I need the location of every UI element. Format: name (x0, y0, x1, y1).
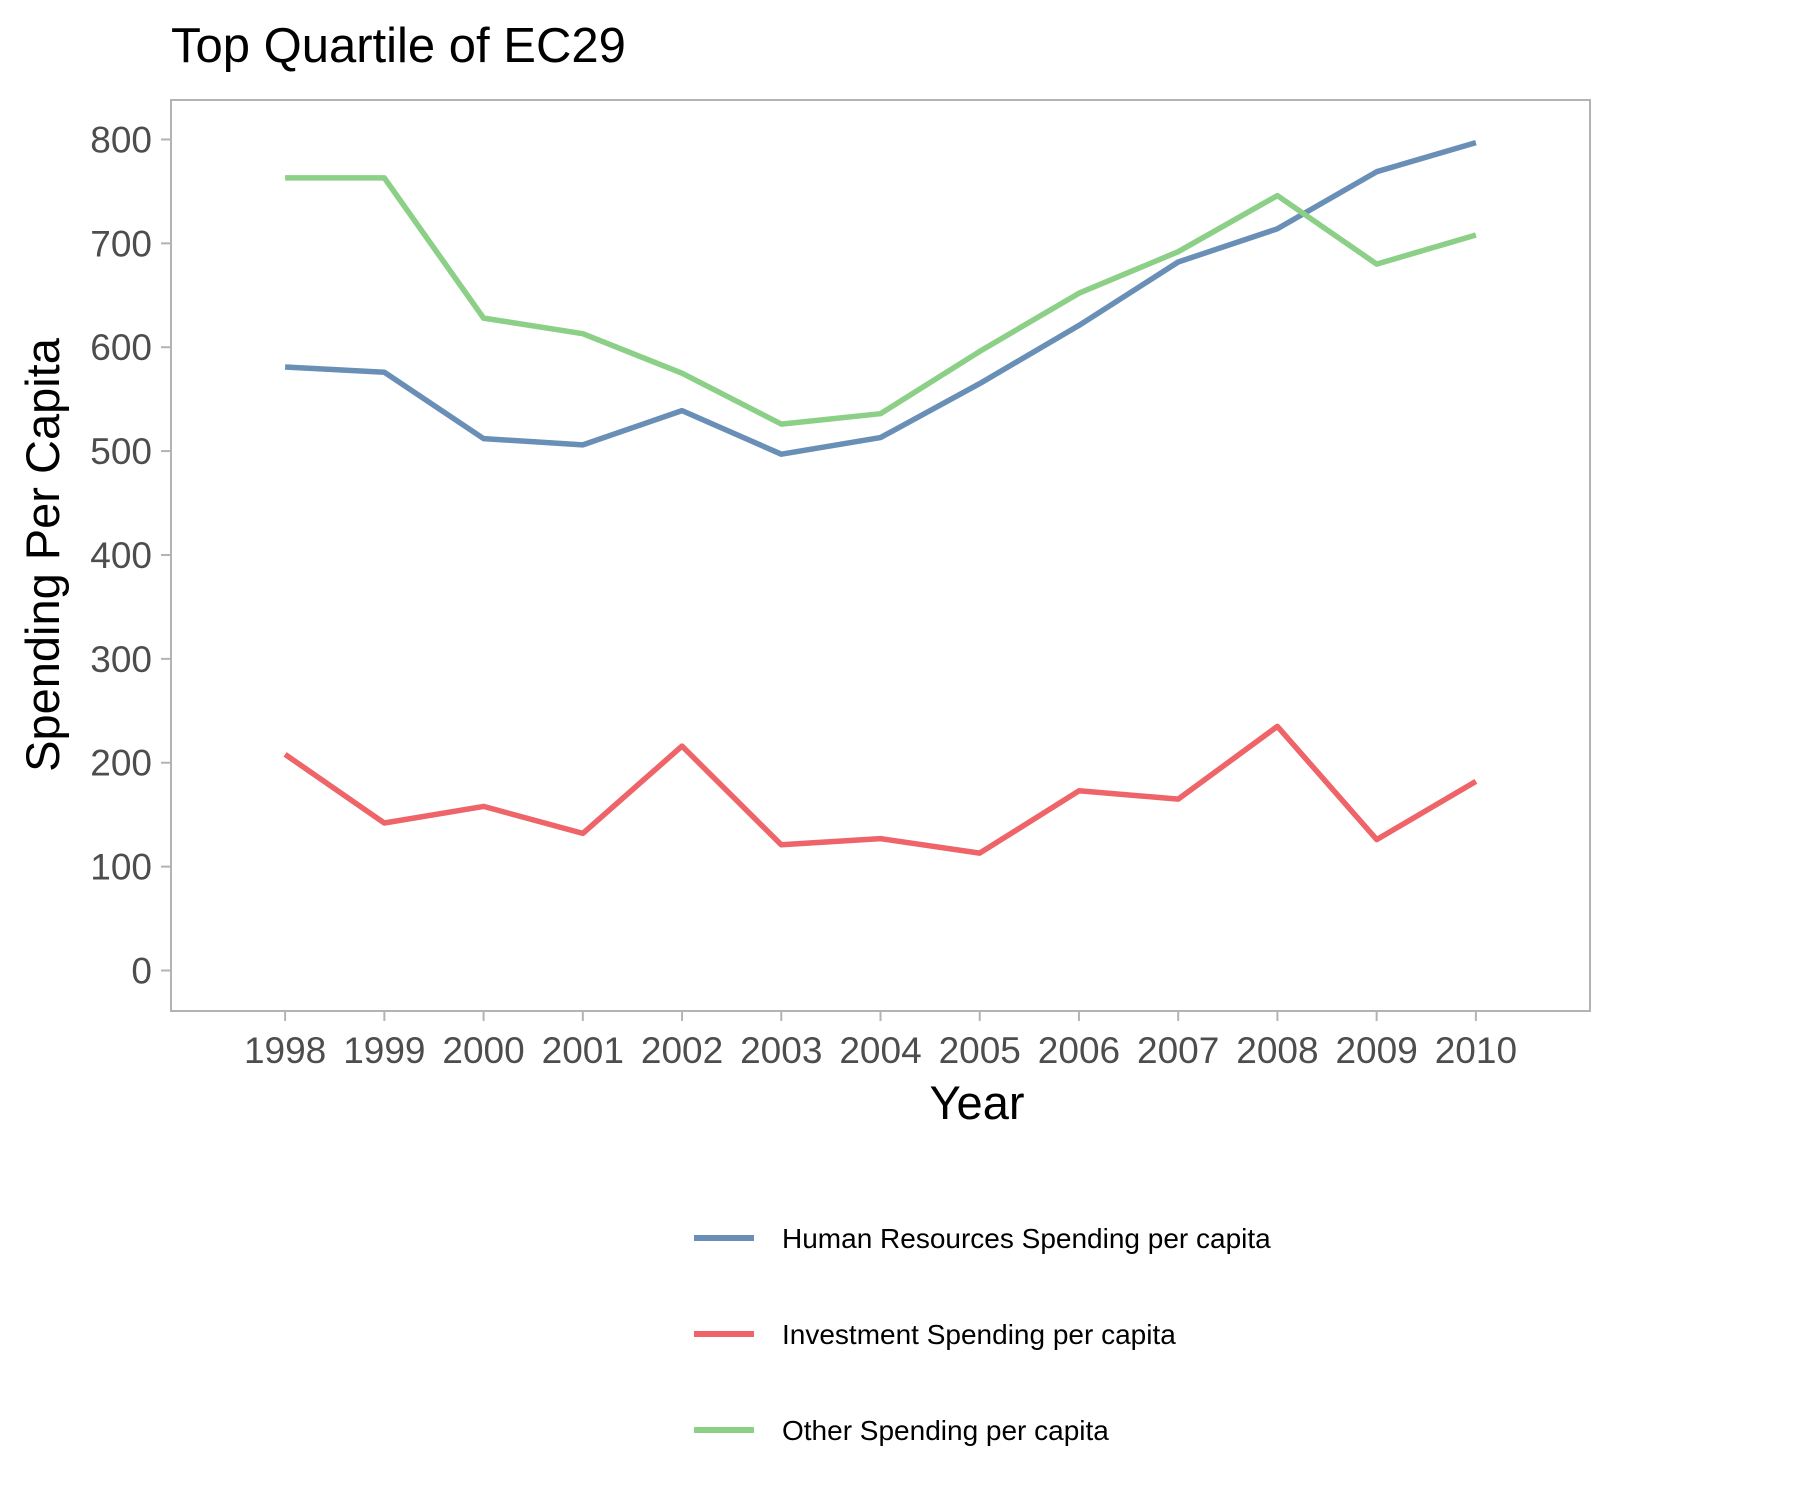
x-tick-label: 2003 (740, 1030, 822, 1071)
x-tick-label: 2006 (1038, 1030, 1120, 1071)
legend-item: Investment Spending per capita (694, 1319, 1176, 1350)
x-tick-label: 2008 (1236, 1030, 1318, 1071)
series-line-1 (284, 139, 1477, 457)
x-axis: 1998 1999 2000 2001 2002 2003 2004 2005 2006 2007… (244, 1011, 1517, 1071)
x-tick-label: 2000 (442, 1030, 524, 1071)
legend-label: Investment Spending per capita (782, 1319, 1176, 1350)
y-tick-label: 200 (90, 743, 152, 784)
legend-item: Human Resources Spending per capita (694, 1223, 1271, 1254)
chart-title: Top Quartile of EC29 (171, 19, 626, 73)
x-tick-label: 1999 (343, 1030, 425, 1071)
plot-panel-border (170, 99, 1591, 1012)
series-lines (283, 139, 1478, 856)
x-tick-label: 1998 (244, 1030, 326, 1071)
y-axis: 0 100 200 300 400 500 600 700 800 (90, 119, 171, 991)
y-tick-label: 800 (90, 119, 152, 160)
legend-label: Human Resources Spending per capita (782, 1223, 1271, 1254)
x-tick-label: 2009 (1335, 1030, 1417, 1071)
y-tick-label: 600 (90, 327, 152, 368)
series-line-2 (283, 723, 1478, 856)
x-tick-label: 2007 (1137, 1030, 1219, 1071)
y-tick-label: 700 (90, 223, 152, 264)
y-tick-label: 0 (131, 950, 152, 991)
legend: Human Resources Spending per capita Inves… (694, 1223, 1271, 1446)
x-axis-title: Year (930, 1076, 1025, 1129)
x-tick-label: 2005 (939, 1030, 1021, 1071)
y-tick-label: 400 (90, 535, 152, 576)
legend-label: Other Spending per capita (782, 1415, 1109, 1446)
y-tick-label: 300 (90, 639, 152, 680)
series-line-3 (285, 175, 1477, 427)
y-tick-label: 100 (90, 847, 152, 888)
x-tick-label: 2001 (542, 1030, 624, 1071)
y-axis-title: Spending Per Capita (16, 337, 69, 772)
x-tick-label: 2004 (839, 1030, 921, 1071)
y-tick-label: 500 (90, 431, 152, 472)
legend-item: Other Spending per capita (694, 1415, 1109, 1446)
x-tick-label: 2010 (1435, 1030, 1517, 1071)
x-tick-label: 2002 (641, 1030, 723, 1071)
